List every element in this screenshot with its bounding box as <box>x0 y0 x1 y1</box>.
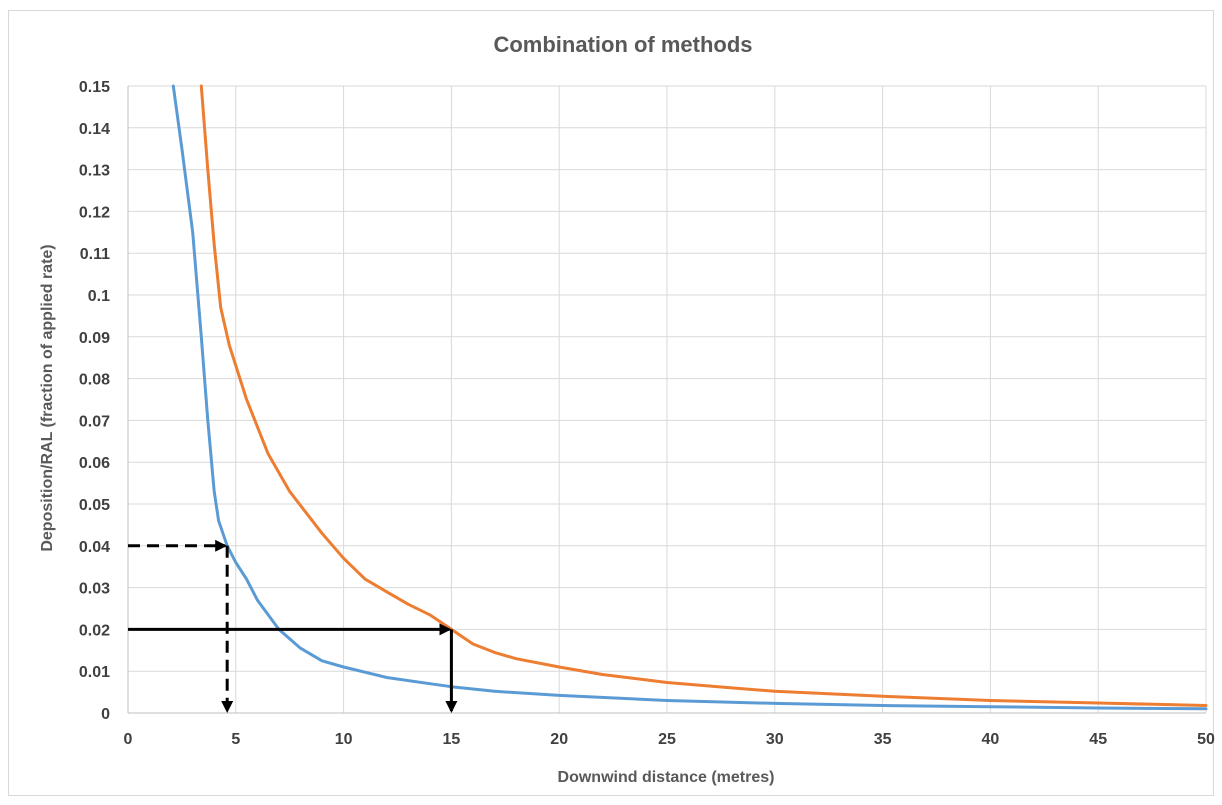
x-tick-label: 40 <box>982 731 1000 748</box>
x-tick-label: 15 <box>443 731 461 748</box>
y-tick-label: 0.08 <box>79 372 110 389</box>
y-tick-label: 0.09 <box>79 330 110 347</box>
y-tick-label: 0.06 <box>79 455 110 472</box>
y-tick-label: 0.14 <box>79 121 110 138</box>
y-axis-title: Deposition/RAL (fraction of applied rate… <box>39 244 56 551</box>
x-tick-label: 30 <box>766 731 784 748</box>
chart-title: Combination of methods <box>493 32 752 57</box>
x-tick-label: 50 <box>1197 731 1215 748</box>
y-tick-label: 0.03 <box>79 581 110 598</box>
y-tick-label: 0.12 <box>79 204 110 221</box>
y-tick-label: 0.11 <box>80 246 110 263</box>
x-tick-label: 35 <box>874 731 892 748</box>
series-line-1 <box>171 84 1208 711</box>
x-tick-label: 45 <box>1089 731 1107 748</box>
x-tick-label: 10 <box>335 731 353 748</box>
y-tick-label: 0.02 <box>79 622 110 639</box>
y-tick-label: 0 <box>101 706 110 723</box>
x-tick-label: 5 <box>231 731 240 748</box>
y-tick-label: 0.13 <box>79 163 110 180</box>
x-tick-label: 0 <box>124 731 133 748</box>
y-tick-label: 0.05 <box>79 497 110 514</box>
series-layer <box>171 84 1208 711</box>
series-line-2 <box>199 84 1208 707</box>
x-tick-label: 20 <box>550 731 568 748</box>
grid-layer <box>128 85 1207 713</box>
y-tick-label: 0.15 <box>79 79 110 96</box>
y-tick-label: 0.01 <box>79 664 110 681</box>
y-tick-label: 0.07 <box>79 413 110 430</box>
guide-layer <box>128 539 458 713</box>
y-tick-label: 0.04 <box>79 539 110 556</box>
x-tick-label: 25 <box>658 731 676 748</box>
x-axis-title: Downwind distance (metres) <box>558 769 775 786</box>
axis-layer <box>127 86 1206 714</box>
y-tick-label: 0.1 <box>88 288 110 305</box>
tick-layer: 0 5 10 15 20 25 30 35 40 45 50 0 0.01 0.02 0.03 0.04 0.0… <box>79 79 1215 748</box>
chart-frame <box>8 10 1214 796</box>
